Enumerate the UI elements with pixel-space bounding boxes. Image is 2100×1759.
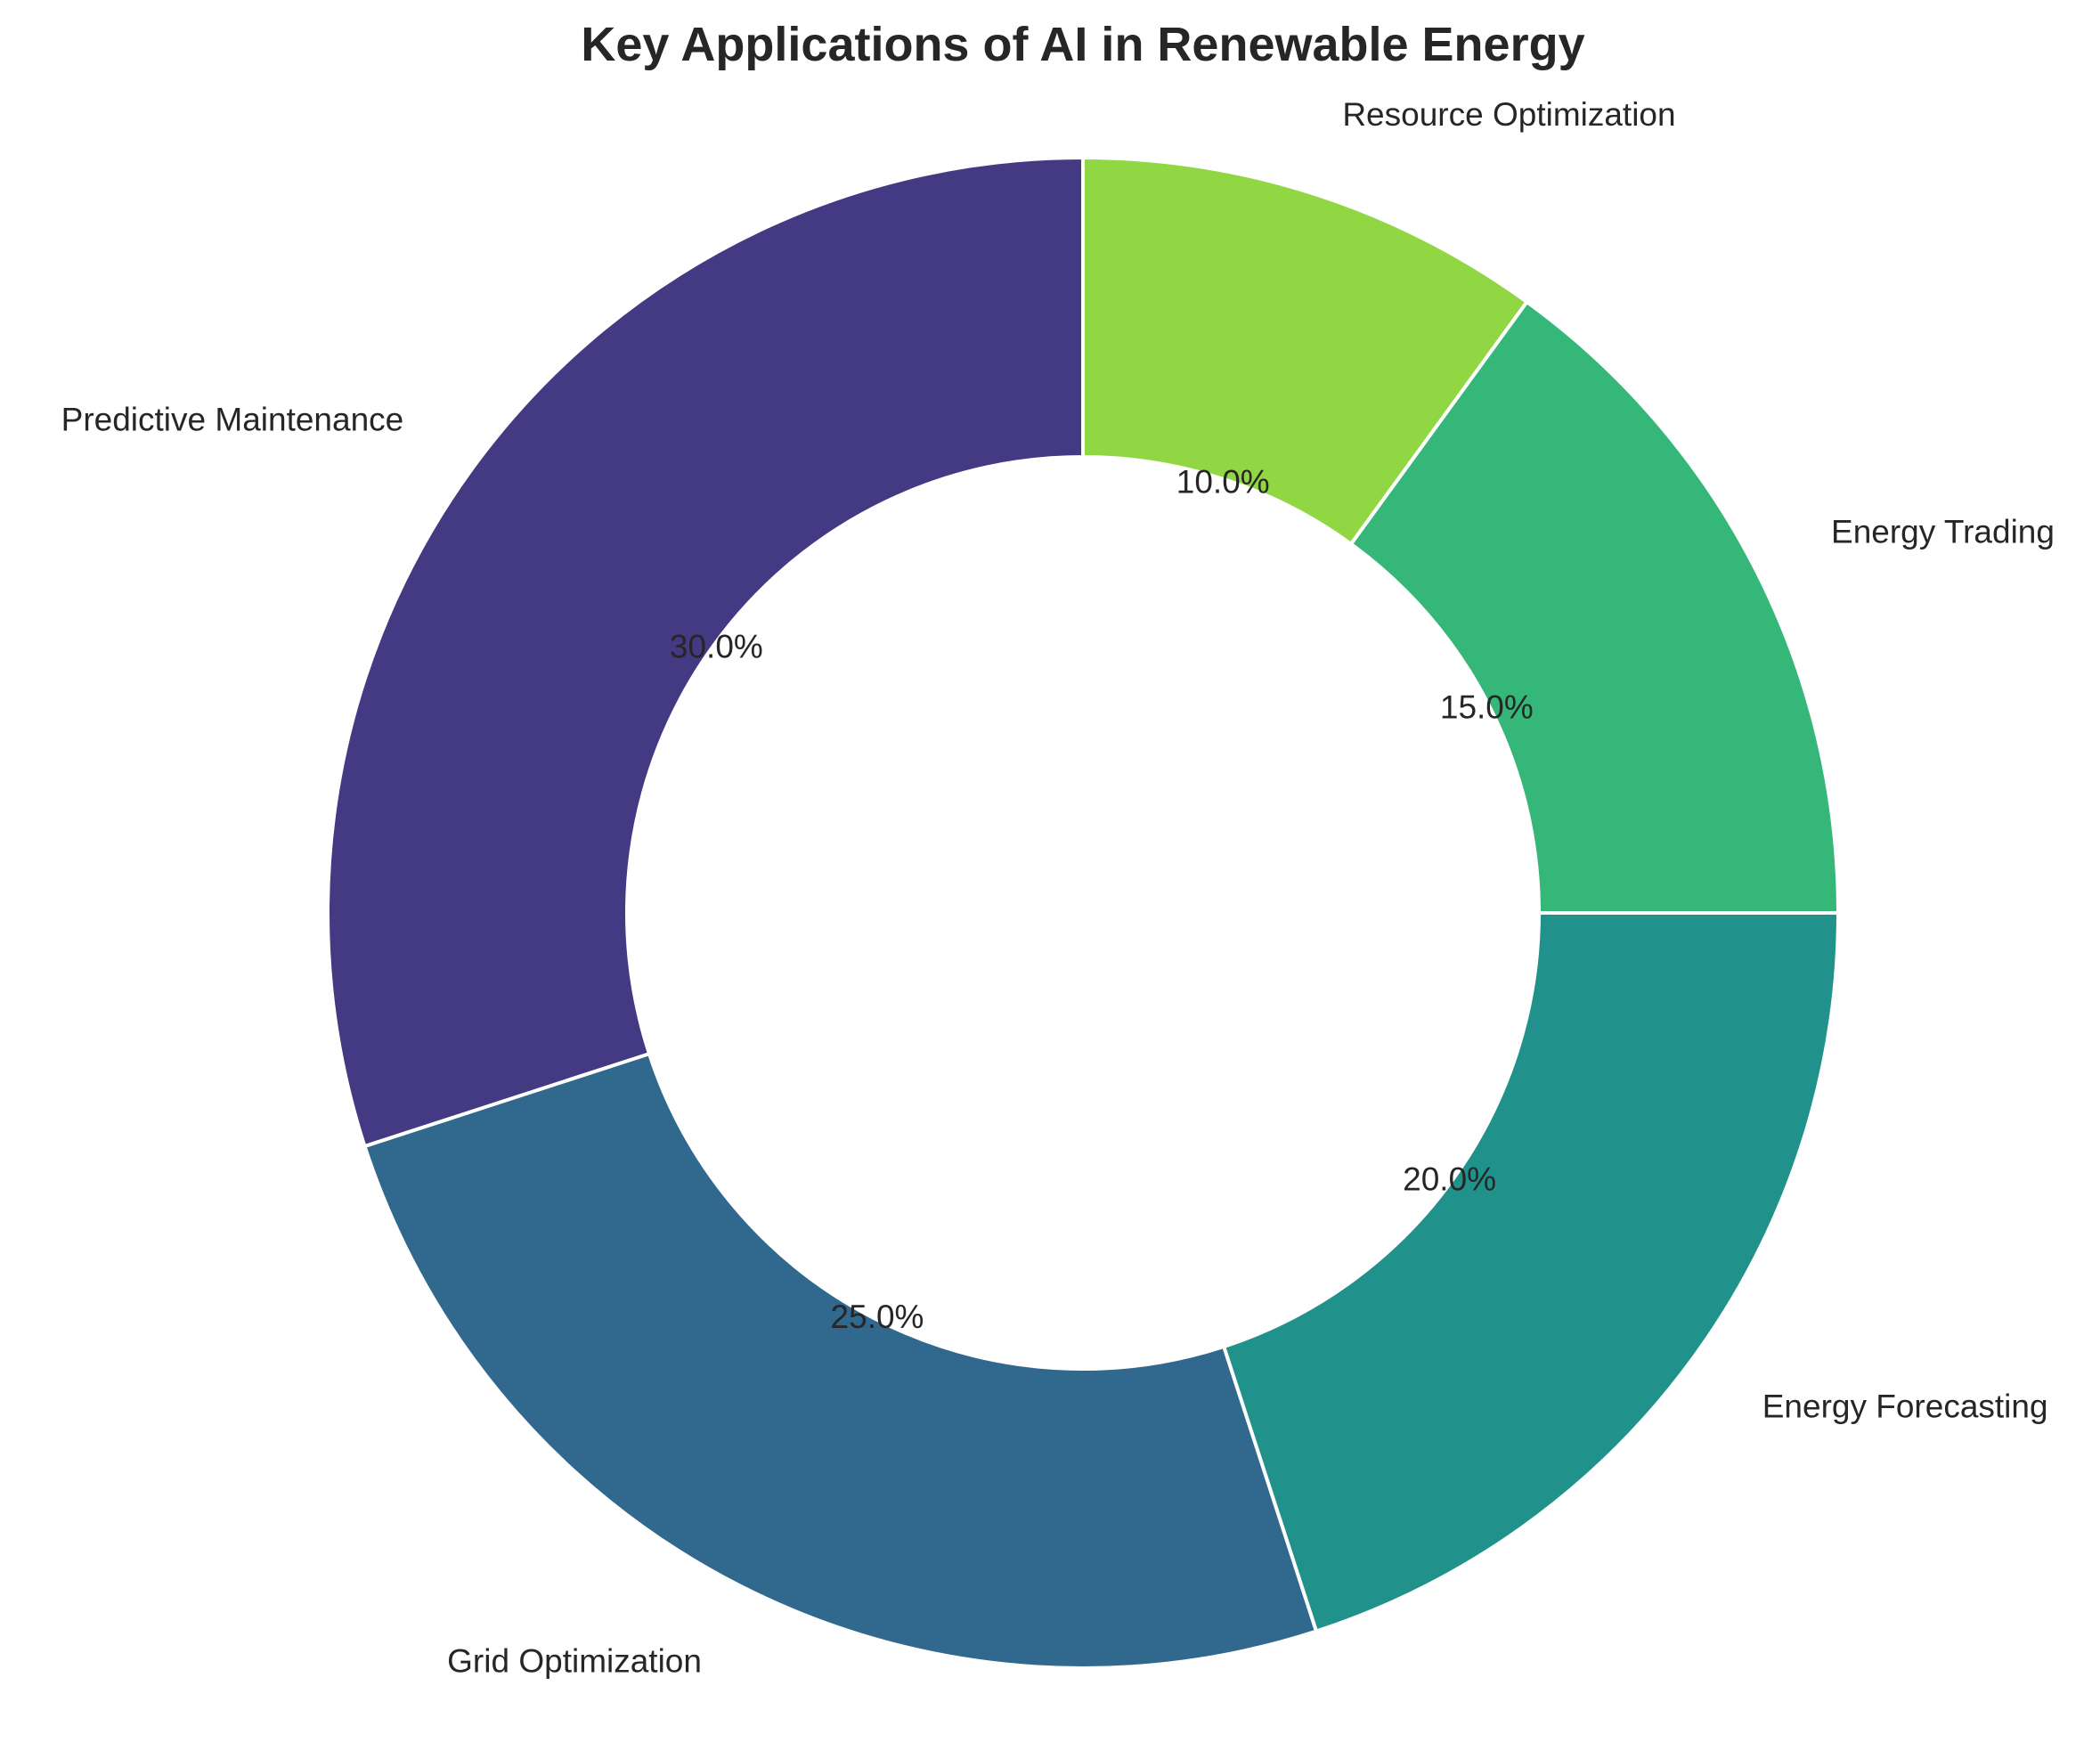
category-label-grid-optimization: Grid Optimization [447, 1643, 702, 1680]
category-label-resource-optimization: Resource Optimization [1342, 96, 1675, 133]
slice-predictive-maintenance [325, 156, 1085, 1149]
slice-grid-optimization [362, 1052, 1319, 1671]
percent-label-resource-optimization: 10.0% [1176, 464, 1270, 501]
percent-label-grid-optimization: 25.0% [831, 1299, 924, 1335]
category-label-energy-trading: Energy Trading [1831, 513, 2055, 550]
percent-label-energy-trading: 15.0% [1440, 689, 1534, 726]
slice-resource-optimization [1081, 156, 1529, 546]
chart-title: Key Applications of AI in Renewable Ener… [581, 18, 1584, 71]
percent-label-predictive-maintenance: 30.0% [670, 628, 763, 664]
slice-energy-forecasting [1222, 911, 1840, 1633]
category-label-predictive-maintenance: Predictive Maintenance [61, 401, 404, 437]
slices-group [325, 156, 1840, 1671]
category-labels-group: Predictive Maintenance Grid Optimization E… [61, 96, 2055, 1680]
category-label-energy-forecasting: Energy Forecasting [1762, 1388, 2048, 1425]
percent-label-energy-forecasting: 20.0% [1403, 1161, 1496, 1198]
slice-energy-trading [1348, 299, 1840, 915]
percent-labels-group: 30.0% 25.0% 20.0% 15.0% 10.0% [670, 464, 1534, 1335]
